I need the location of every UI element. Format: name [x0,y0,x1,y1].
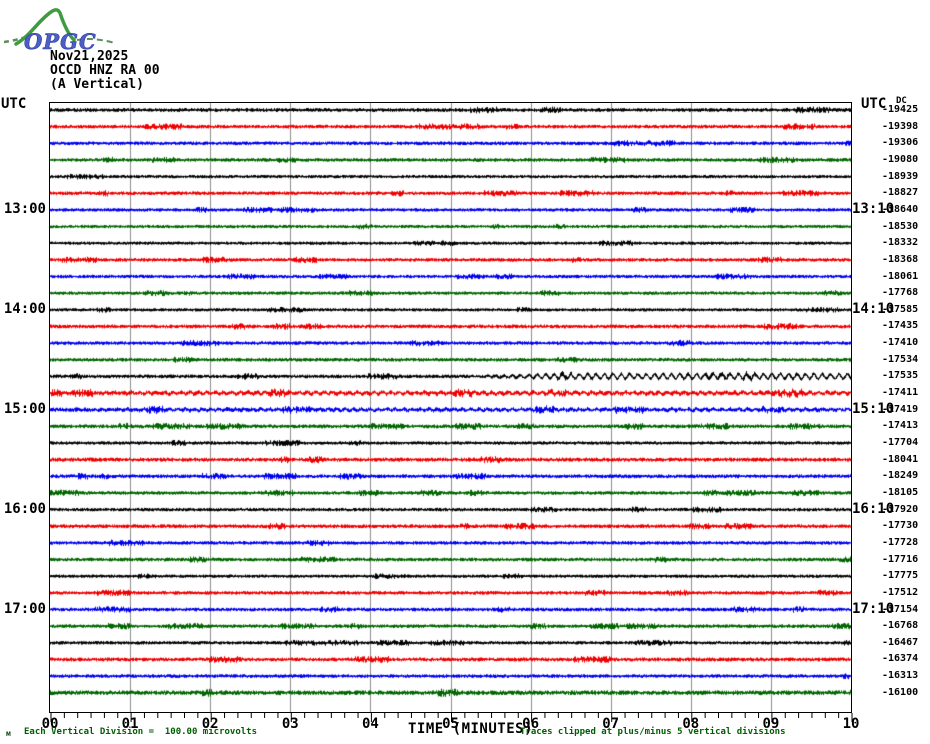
x-tick-label: 03 [281,716,299,732]
dc-value: -17768 [882,287,919,299]
dc-value: -17728 [882,536,919,548]
dc-value: -18041 [882,453,919,465]
logo-mountain-icon [14,8,76,46]
dc-value: -17585 [882,303,919,315]
dc-value: -17704 [882,437,919,448]
station-title: OCCD HNZ RA 00 [50,63,160,78]
seismogram-canvas [50,103,851,712]
hour-label: 13:10 [852,201,895,218]
dc-value: -17775 [882,570,919,582]
dc-value: -17730 [882,520,919,532]
hour-label: 17:10 [852,601,895,617]
dc-value: -16467 [882,636,919,648]
x-tick-label: 07 [602,716,620,732]
dc-value: -17419 [882,403,919,415]
x-axis-title: TIME (MINUTES) [408,721,534,737]
corner-mark: м [6,729,11,738]
dc-value: -17512 [882,586,919,598]
dc-value: -17154 [882,603,919,615]
dc-value: -18939 [882,170,919,182]
dc-value: -17411 [882,387,919,399]
dc-value: -17535 [882,370,919,382]
plot-border [49,102,852,713]
left-utc-label: UTC [1,96,27,112]
hour-label: 15:00 [3,401,46,418]
hour-label: 15:10 [852,401,895,418]
component-title: (A Vertical) [50,77,144,92]
dc-value: -19306 [882,137,919,149]
dc-value: -18368 [882,253,919,265]
x-tick-label: 09 [762,716,780,732]
dc-value: -18249 [882,470,919,482]
hour-label: 13:00 [3,201,46,218]
dc-value: -19080 [882,153,919,165]
dc-value: -16374 [882,653,919,665]
dc-value: -17920 [882,503,919,515]
opgc-logo: OPGC [3,8,116,53]
dc-value: -16313 [882,670,919,682]
clip-note: Traces clipped at plus/minus 5 vertical … [520,727,786,737]
dc-value: -19425 [882,104,919,115]
x-tick-label: 04 [361,716,379,732]
x-tick-label: 08 [682,716,700,732]
x-tick-label: 00 [41,716,59,732]
hour-label: 16:00 [3,501,46,518]
dc-value: -18827 [882,187,919,199]
hour-label: 14:00 [3,301,46,318]
dc-value: -18332 [882,237,919,249]
x-axis-ticks [50,713,853,722]
x-tick-label: 01 [121,716,139,732]
x-tick-label: 02 [201,716,219,732]
dc-value: -18061 [882,270,919,282]
hour-label: 17:00 [3,601,46,617]
dc-value: -18640 [882,203,919,215]
x-tick-label: 10 [842,716,860,732]
hour-label: 14:10 [852,301,895,318]
x-tick-label: 05 [442,716,459,732]
logo-dash-left-icon [3,34,30,44]
dc-value: -19398 [882,120,919,132]
date-title: Nov21,2025 [50,49,129,64]
dc-value: -16768 [882,620,919,632]
hour-label: 16:10 [852,501,895,518]
dc-value: -18530 [882,220,919,232]
dc-value: -17435 [882,320,919,332]
right-utc-label: UTC [861,96,887,112]
dc-value: -17410 [882,337,919,349]
dc-value: -18105 [882,486,919,498]
dc-value: -17413 [882,420,919,432]
dc-value: -17716 [882,553,919,565]
logo-text: OPGC [24,29,97,53]
dc-value: -16100 [882,686,919,698]
logo-dash-right-icon [76,38,116,44]
vertical-division-note: Each Vertical Division = 100.00 microvol… [24,727,257,737]
x-tick-label: 06 [522,716,540,732]
dc-value: -17534 [882,353,919,365]
dc-column-label: DC [896,96,907,106]
